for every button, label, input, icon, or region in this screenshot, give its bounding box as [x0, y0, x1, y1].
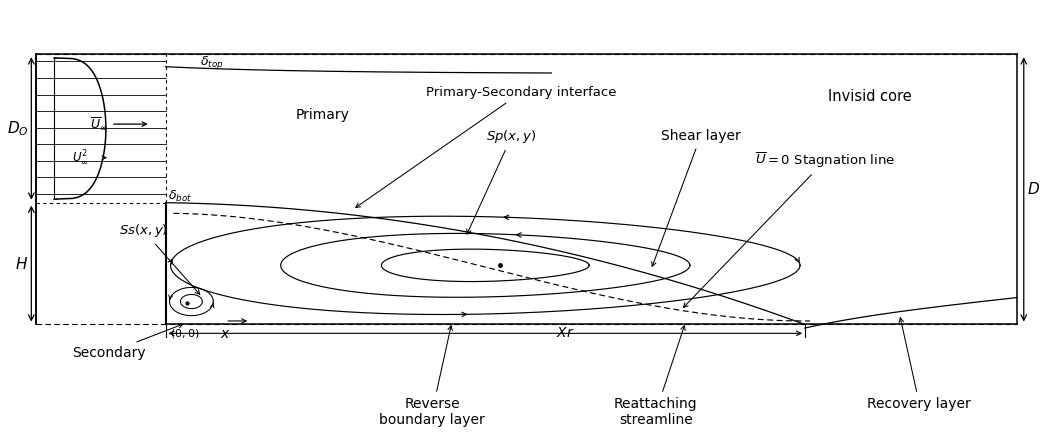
- Text: $U_{\infty}^2$: $U_{\infty}^2$: [72, 148, 88, 167]
- Text: $H$: $H$: [16, 256, 28, 272]
- Text: $x$: $x$: [220, 327, 231, 341]
- Text: $(0,0)$: $(0,0)$: [170, 327, 199, 340]
- Text: Shear layer: Shear layer: [652, 130, 740, 266]
- Text: Recovery layer: Recovery layer: [868, 318, 971, 411]
- Text: Reverse
boundary layer: Reverse boundary layer: [379, 326, 485, 427]
- Text: $Sp(x,y)$: $Sp(x,y)$: [466, 128, 537, 234]
- Text: Secondary: Secondary: [72, 324, 183, 360]
- Text: Primary: Primary: [296, 108, 350, 122]
- Text: $\delta_{bot}$: $\delta_{bot}$: [167, 189, 192, 204]
- Text: $D$: $D$: [1027, 181, 1039, 198]
- Text: Invisid core: Invisid core: [828, 89, 912, 104]
- Text: $\overline{U}_{\infty}$: $\overline{U}_{\infty}$: [91, 116, 107, 132]
- Text: $\delta_{top}$: $\delta_{top}$: [200, 54, 224, 71]
- Text: Reattaching
streamline: Reattaching streamline: [614, 325, 698, 427]
- Text: $\overline{U}= 0$ Stagnation line: $\overline{U}= 0$ Stagnation line: [683, 151, 895, 307]
- Text: Primary-Secondary interface: Primary-Secondary interface: [356, 86, 617, 208]
- Text: $D_O$: $D_O$: [6, 119, 28, 138]
- Text: $Xr$: $Xr$: [556, 326, 574, 340]
- Text: $Ss(x,y)$: $Ss(x,y)$: [119, 223, 200, 294]
